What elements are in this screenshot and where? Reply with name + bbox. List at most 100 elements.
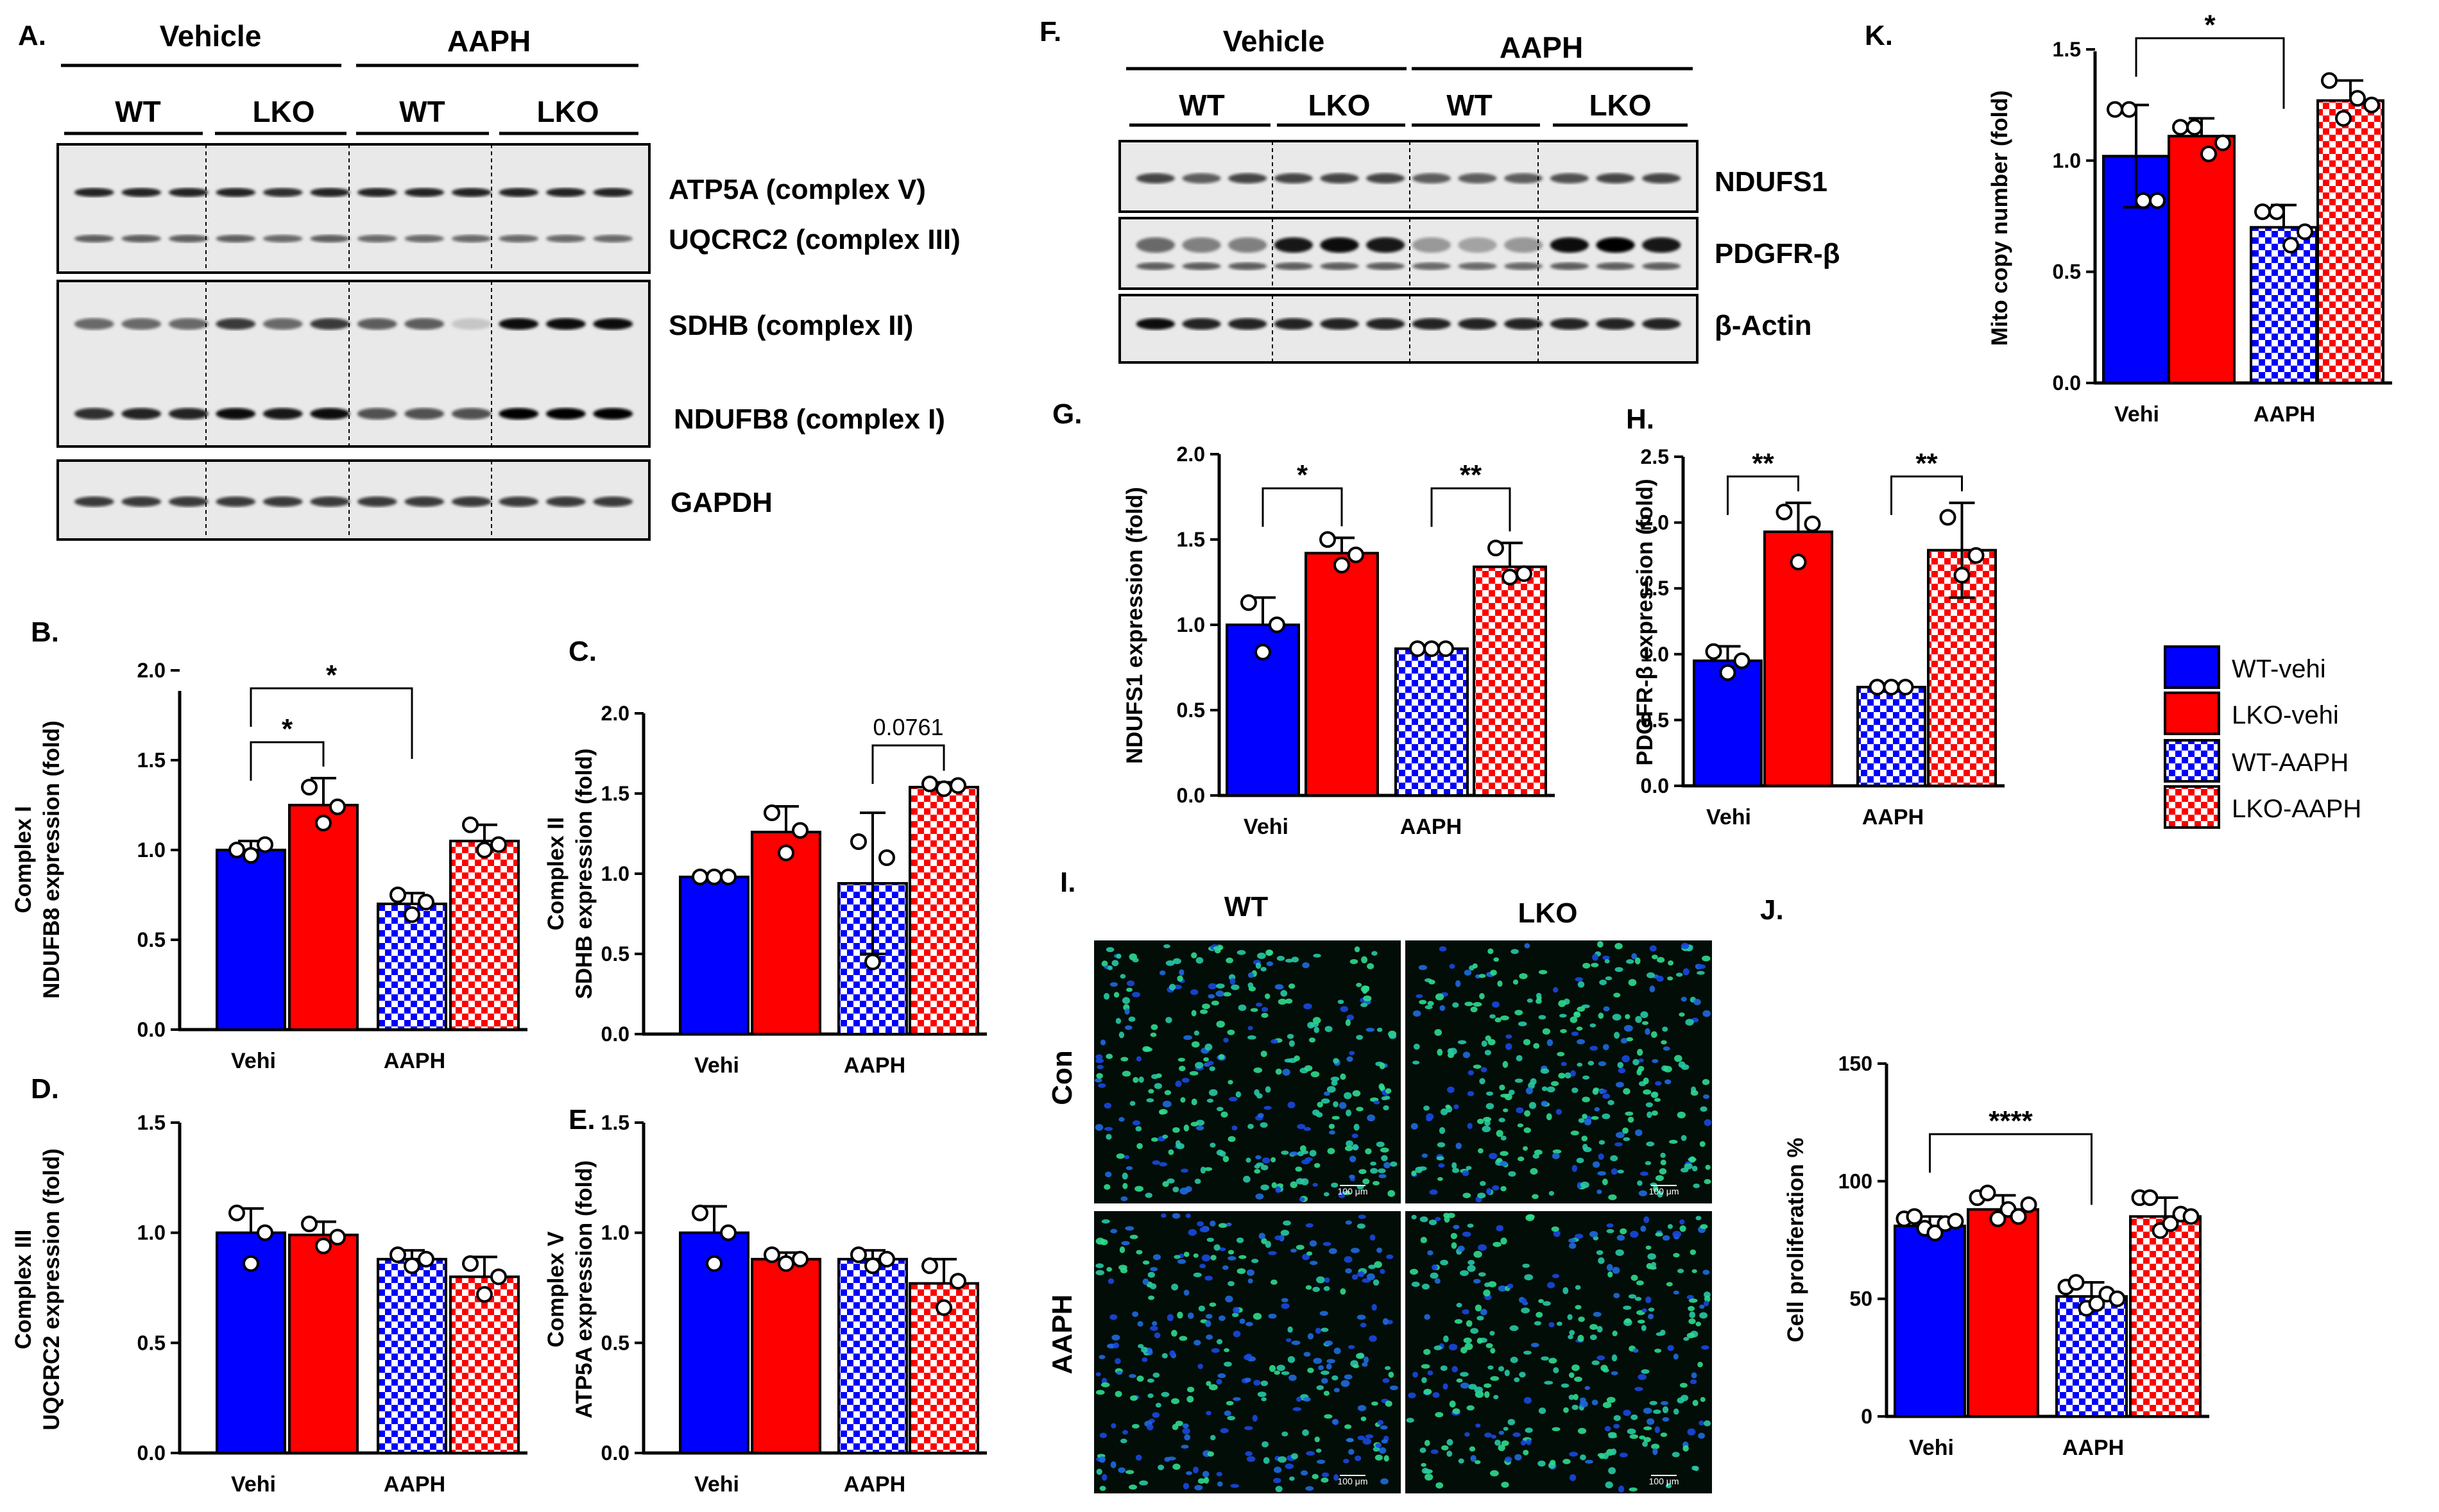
chart-d-category-aaph: AAPH (384, 1472, 445, 1497)
chart-j-point-lko-vehi (2020, 1196, 2037, 1213)
chart-j-bar-wt-aaph (2055, 1295, 2128, 1418)
chart-b-ytick-label: 1.5 (137, 749, 166, 772)
chart-j-ytick-label: 0 (1861, 1405, 1872, 1428)
chart-k-point-lko-vehi (2200, 145, 2217, 162)
chart-e-letter: E. (569, 1104, 595, 1135)
legend-swatch-lko-vehi (2164, 692, 2220, 735)
chart-c-ylabel: SDHB expression (fold) (572, 749, 597, 999)
chart-k-point-lko-aaph (2349, 90, 2366, 107)
chart-e-point-lko-aaph (936, 1299, 952, 1316)
chart-g-point-lko-aaph (1487, 539, 1504, 557)
chart-b-ytick-label: 0.0 (137, 1018, 166, 1041)
chart-j-bar-lko-vehi (1967, 1208, 2039, 1418)
chart-c-ytick-label: 0.0 (601, 1023, 629, 1046)
chart-d-bar-lko-aaph (449, 1275, 520, 1455)
chart-g-point-wt-aaph (1423, 640, 1440, 658)
legend-label-wt-aaph: WT-AAPH (2232, 749, 2349, 777)
chart-c: C. 0.0 0.5 1.0 1.5 2.0 Complex II SDHB expressi… (543, 636, 987, 1078)
chart-k-bracket (2135, 37, 2285, 109)
chart-b-point-wt-vehi (228, 842, 245, 858)
chart-h-point-lko-aaph (1967, 547, 1985, 564)
chart-k-point-lko-vehi (2214, 134, 2231, 151)
chart-c-point-wt-vehi (692, 869, 708, 885)
chart-k-ylabel: Mito copy number (fold) (1987, 90, 2012, 346)
chart-c-point-lko-vehi (778, 844, 794, 862)
chart-e-ylabel: Complex V (543, 1231, 569, 1348)
chart-k-category-aaph: AAPH (2254, 402, 2315, 427)
chart-h-point-wt-vehi (1733, 652, 1750, 670)
chart-e-point-lko-vehi (792, 1250, 809, 1268)
chart-e-point-lko-aaph (950, 1273, 966, 1290)
chart-b-significance-label: * (282, 713, 293, 745)
chart-c-ylabel: Complex II (543, 817, 569, 931)
chart-e-point-wt-aaph (864, 1257, 881, 1275)
band-label-pdgfrb: PDGFR-β (1715, 238, 1840, 269)
chart-e-point-wt-vehi (692, 1204, 708, 1221)
chart-b-point-wt-aaph (418, 894, 434, 911)
chart-b-point-lko-aaph (476, 842, 493, 858)
micro-lko-aaph-scale-label: 100 μm (1649, 1476, 1679, 1486)
chart-d-point-lko-vehi (315, 1237, 332, 1255)
chart-d-point-lko-vehi (301, 1215, 318, 1232)
blot-f-bactin (1118, 294, 1699, 364)
panel-f-letter: F. (1040, 16, 1061, 47)
chart-k-point-wt-vehi (2149, 192, 2166, 209)
chart-b-point-wt-vehi (243, 847, 259, 864)
panel-a-letter: A. (18, 20, 46, 51)
chart-d-category-vehi: Vehi (231, 1472, 276, 1497)
chart-j-point-lko-aaph (2182, 1208, 2200, 1225)
chart-g-category-vehi: Vehi (1244, 815, 1288, 839)
chart-g-significance-label: * (1297, 459, 1308, 491)
chart-h-category-vehi: Vehi (1706, 805, 1751, 829)
chart-c-ytick-label: 1.5 (601, 782, 629, 805)
chart-j-point-wt-aaph (2109, 1290, 2126, 1307)
chart-j-letter: J. (1760, 894, 1784, 926)
chart-g-significance-label: ** (1460, 459, 1482, 491)
chart-h-point-wt-aaph (1883, 679, 1900, 696)
blot-a-atp5a-uqcrc2 (56, 143, 651, 274)
chart-d-point-wt-aaph (418, 1250, 434, 1268)
chart-b-point-wt-vehi (257, 836, 273, 853)
micro-col-lko: LKO (1518, 897, 1578, 929)
chart-c-bar-wt-vehi (679, 876, 749, 1035)
blot-a-gapdh (56, 459, 651, 541)
chart-c-bar-lko-vehi (751, 831, 821, 1035)
blot-f-pdgfrb (1118, 217, 1699, 290)
chart-b-point-lko-vehi (329, 798, 346, 815)
chart-h-point-wt-aaph (1869, 679, 1886, 696)
chart-e-point-wt-vehi (720, 1224, 737, 1241)
chart-k-point-wt-vehi (2121, 101, 2137, 118)
chart-b-point-lko-aaph (490, 836, 507, 853)
chart-j-significance-label: **** (1989, 1105, 2033, 1137)
chart-d-point-lko-aaph (476, 1286, 493, 1303)
chart-b-ylabel: NDUFB8 expression (fold) (39, 720, 64, 999)
band-label-sdhb: SDHB (complex II) (669, 310, 913, 341)
micro-lko-aaph: 100 μm (1405, 1211, 1712, 1493)
chart-k-point-lko-vehi (2186, 119, 2203, 136)
chart-b-point-wt-aaph (389, 887, 406, 903)
chart-k-letter: K. (1865, 20, 1893, 51)
chart-e-ytick-label: 1.0 (601, 1221, 629, 1244)
chart-e-ytick-label: 0.0 (601, 1441, 629, 1465)
chart-j-category-aaph: AAPH (2062, 1436, 2124, 1460)
band-label-uqcrc2: UQCRC2 (complex III) (669, 224, 961, 255)
chart-j-ytick-label: 50 (1849, 1287, 1872, 1311)
chart-k-significance-label: * (2204, 10, 2216, 41)
chart-k-point-wt-aaph (2268, 203, 2285, 221)
chart-k-bar-lko-vehi (2168, 135, 2236, 384)
chart-h-letter: H. (1626, 403, 1654, 435)
chart-c-ytick-label: 2.0 (601, 702, 629, 725)
chart-e-point-lko-aaph (921, 1257, 938, 1275)
chart-k: K. 0.0 0.5 1.0 1.5 Mito copy number (fold) Veh… (1865, 10, 2392, 427)
chart-d-point-lko-vehi (329, 1228, 346, 1246)
blot-a-sdhb-ndufb8 (56, 280, 651, 448)
chart-g-point-wt-aaph (1409, 640, 1426, 658)
chart-j-point-lko-vehi (1989, 1210, 2007, 1227)
chart-h-bracket (1727, 475, 1799, 515)
chart-d-point-lko-aaph (462, 1255, 479, 1272)
chart-d-point-wt-vehi (243, 1255, 259, 1272)
chart-e-ylabel: ATP5A expression (fold) (572, 1160, 597, 1419)
chart-c-point-lko-aaph (950, 777, 966, 794)
band-label-bactin: β-Actin (1715, 310, 1812, 341)
